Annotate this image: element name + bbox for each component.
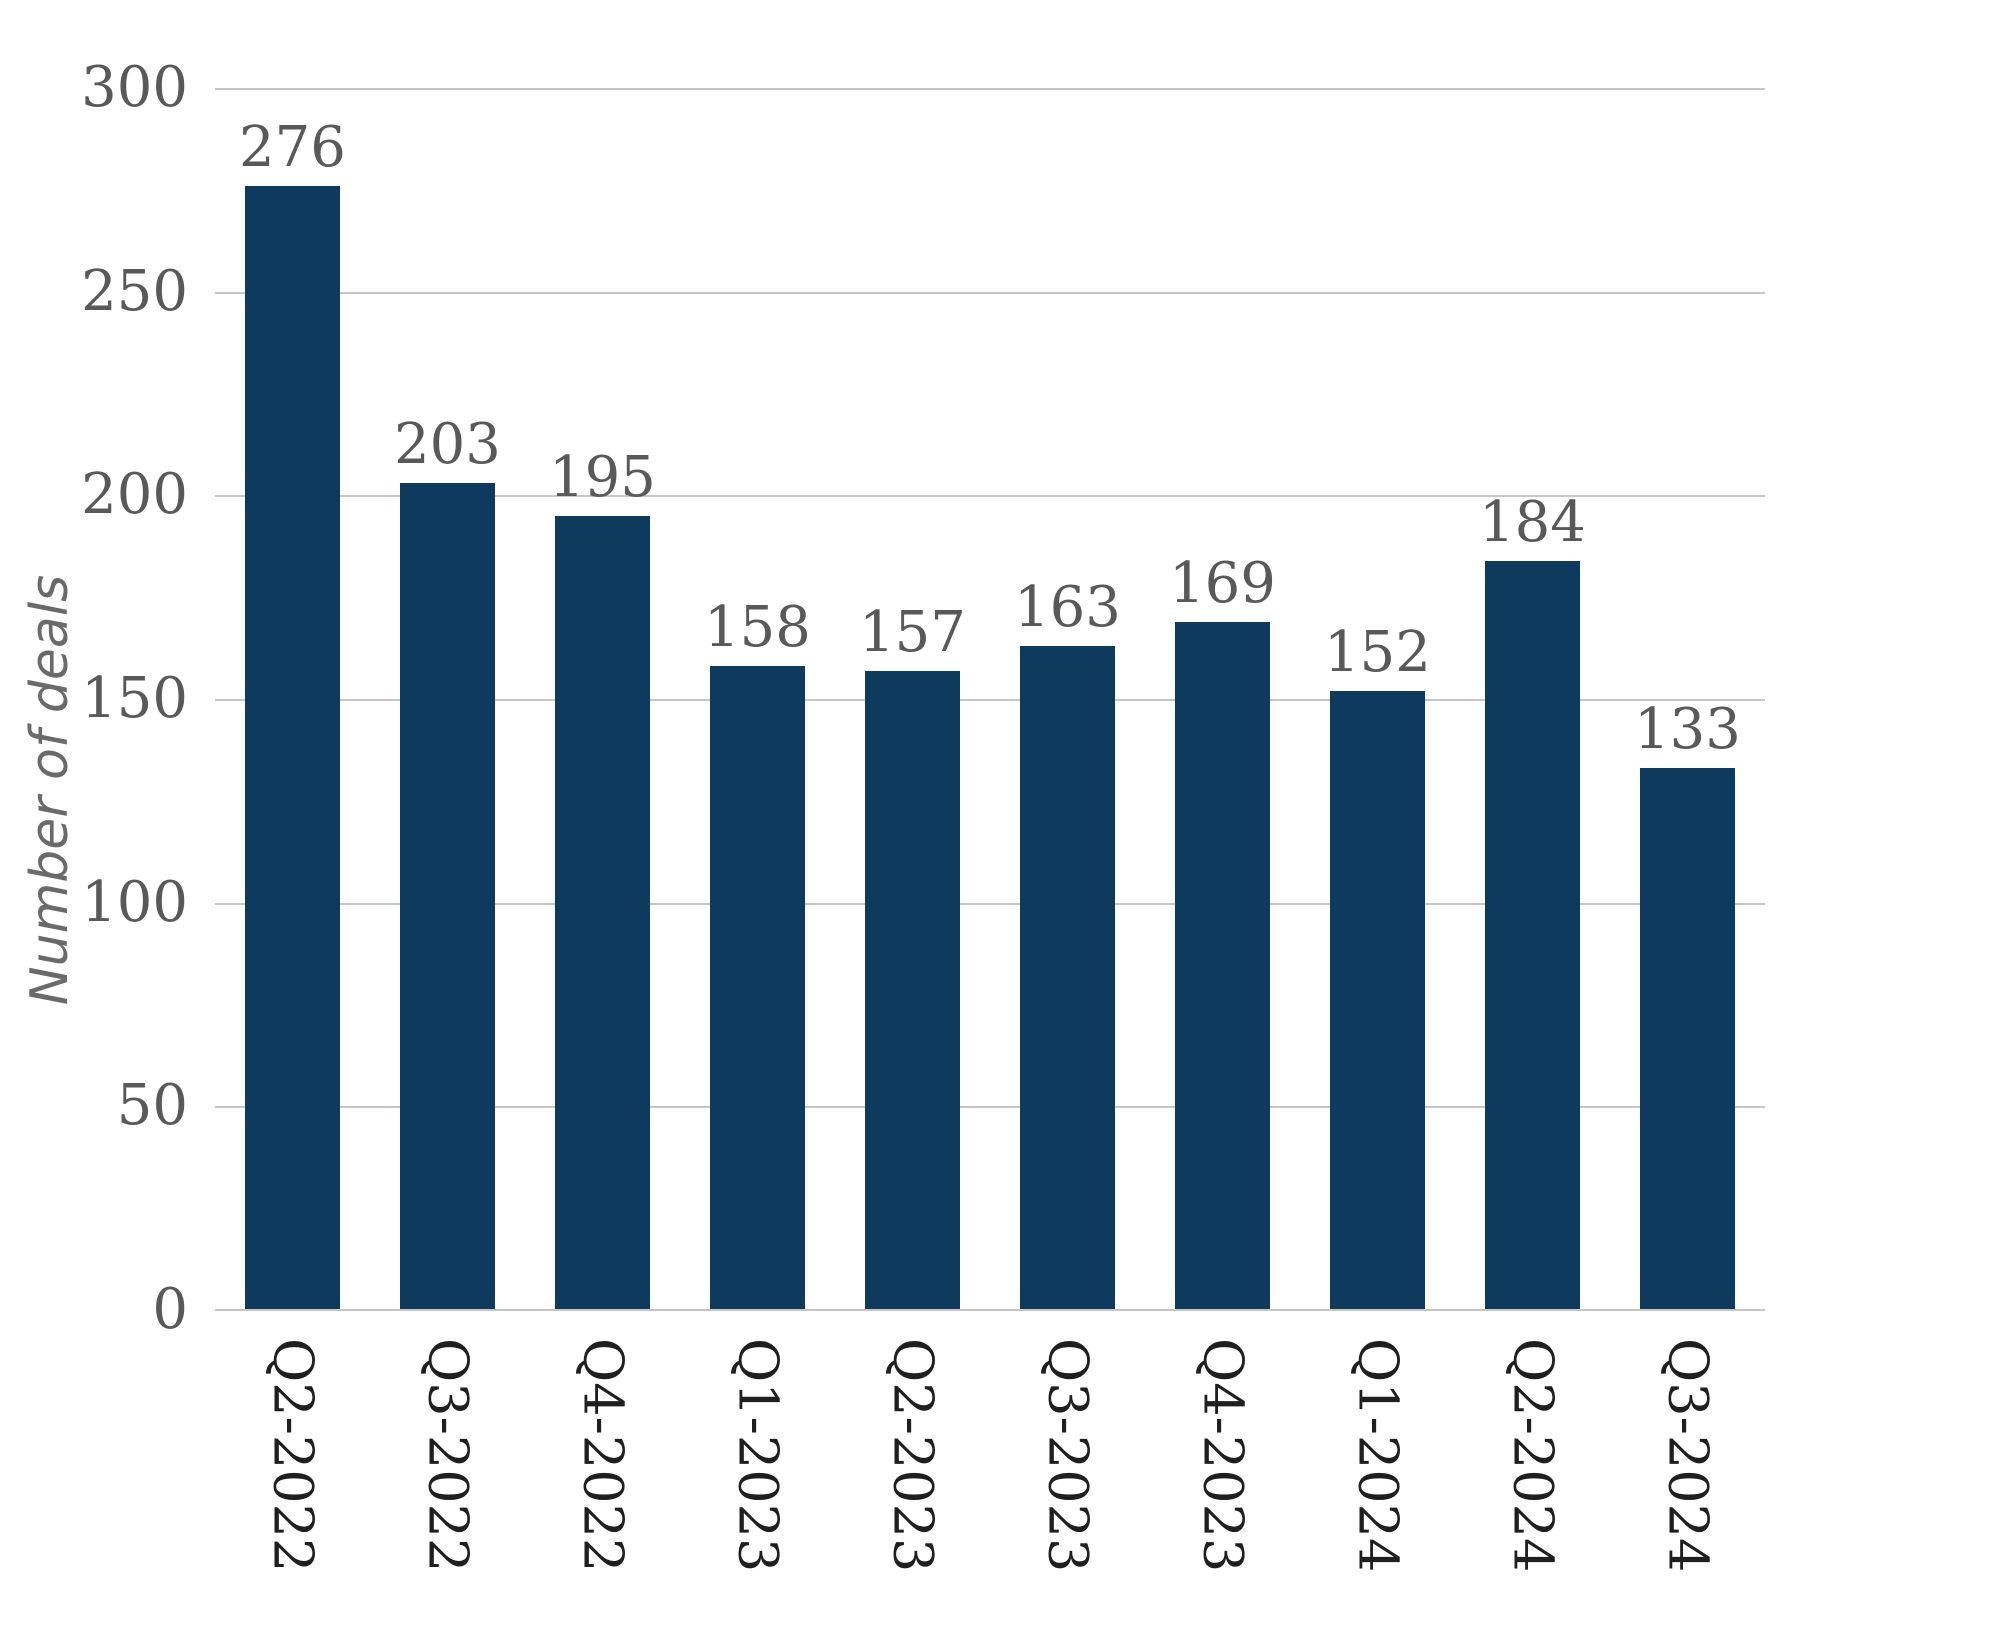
value-label-Q2-2024: 184 (1479, 489, 1586, 555)
bar-Q3-2022 (400, 483, 495, 1310)
y-tick-label-150: 150 (81, 666, 188, 731)
y-tick-label-50: 50 (116, 1073, 188, 1139)
value-label-Q3-2023: 163 (1014, 575, 1121, 641)
x-tick-slot-Q1-2023: Q1-2023 (680, 1338, 835, 1628)
bar-Q1-2024 (1330, 690, 1425, 1310)
gridline-200 (215, 495, 1765, 498)
bar-slot-Q1-2024: 152 (1300, 88, 1455, 1310)
bar-Q3-2023 (1020, 646, 1115, 1310)
bar-slot-Q3-2022: 203 (370, 88, 525, 1310)
x-tick-label-Q3-2022: Q3-2022 (416, 1338, 480, 1573)
x-tick-slot-Q4-2022: Q4-2022 (525, 1338, 680, 1628)
y-tick-label-0: 0 (152, 1277, 188, 1342)
value-label-Q1-2024: 152 (1324, 619, 1431, 685)
bar-slot-Q2-2024: 184 (1455, 88, 1610, 1310)
x-axis-line (215, 1309, 1765, 1311)
x-tick-slot-Q3-2022: Q3-2022 (370, 1338, 525, 1628)
x-tick-label-Q1-2024: Q1-2024 (1346, 1338, 1410, 1573)
bar-Q4-2023 (1175, 621, 1270, 1310)
bar-slot-Q3-2024: 133 (1610, 88, 1765, 1310)
y-tick-label-250: 250 (81, 258, 188, 324)
x-axis-ticks: Q2-2022 Q3-2022 Q4-2022 Q1-2023 Q2-2023 Q3-20… (215, 1338, 1765, 1628)
x-tick-label-Q1-2023: Q1-2023 (726, 1338, 790, 1573)
value-label-Q3-2022: 203 (394, 412, 501, 478)
x-tick-slot-Q3-2024: Q3-2024 (1610, 1338, 1765, 1628)
x-tick-label-Q2-2024: Q2-2024 (1501, 1338, 1565, 1573)
bar-slot-Q1-2023: 158 (680, 88, 835, 1310)
bar-Q3-2024 (1640, 768, 1735, 1310)
gridline-100 (215, 902, 1765, 905)
bar-Q2-2023 (865, 670, 960, 1310)
gridline-300 (215, 88, 1765, 90)
x-tick-slot-Q2-2023: Q2-2023 (835, 1338, 990, 1628)
gridline-50 (215, 1106, 1765, 1109)
plot-area: 276 203 195 158 157 163 169 152 184 133 (215, 88, 1765, 1311)
gridline-150 (215, 699, 1765, 701)
bar-Q4-2022 (555, 515, 650, 1310)
x-tick-label-Q3-2024: Q3-2024 (1656, 1338, 1720, 1573)
gridline-250 (215, 291, 1765, 294)
y-tick-label-300: 300 (81, 55, 188, 120)
y-tick-label-200: 200 (81, 462, 188, 528)
y-tick-label-100: 100 (81, 869, 188, 935)
x-tick-slot-Q1-2024: Q1-2024 (1300, 1338, 1455, 1628)
bar-Q2-2024 (1485, 560, 1580, 1310)
x-tick-label-Q4-2023: Q4-2023 (1191, 1338, 1255, 1573)
bar-Q2-2022 (245, 185, 340, 1310)
x-tick-slot-Q4-2023: Q4-2023 (1145, 1338, 1300, 1628)
value-label-Q2-2022: 276 (239, 114, 346, 180)
x-tick-label-Q4-2022: Q4-2022 (571, 1338, 635, 1573)
x-tick-slot-Q3-2023: Q3-2023 (990, 1338, 1145, 1628)
x-tick-label-Q2-2022: Q2-2022 (261, 1338, 325, 1573)
value-label-Q1-2023: 158 (704, 595, 811, 661)
bar-slot-Q4-2022: 195 (525, 88, 680, 1310)
value-label-Q4-2023: 169 (1169, 550, 1276, 616)
bar-slot-Q4-2023: 169 (1145, 88, 1300, 1310)
bar-slot-Q2-2022: 276 (215, 88, 370, 1310)
x-tick-label-Q3-2023: Q3-2023 (1036, 1338, 1100, 1573)
y-axis-ticks: 0 50 100 150 200 250 300 (0, 60, 188, 1338)
value-label-Q4-2022: 195 (549, 444, 656, 510)
bar-slot-Q2-2023: 157 (835, 88, 990, 1310)
bars-container: 276 203 195 158 157 163 169 152 184 133 (215, 88, 1765, 1310)
x-tick-slot-Q2-2024: Q2-2024 (1455, 1338, 1610, 1628)
bar-slot-Q3-2023: 163 (990, 88, 1145, 1310)
x-tick-label-Q2-2023: Q2-2023 (881, 1338, 945, 1573)
bar-Q1-2023 (710, 666, 805, 1310)
value-label-Q2-2023: 157 (859, 599, 966, 665)
value-label-Q3-2024: 133 (1634, 697, 1741, 763)
x-tick-slot-Q2-2022: Q2-2022 (215, 1338, 370, 1628)
